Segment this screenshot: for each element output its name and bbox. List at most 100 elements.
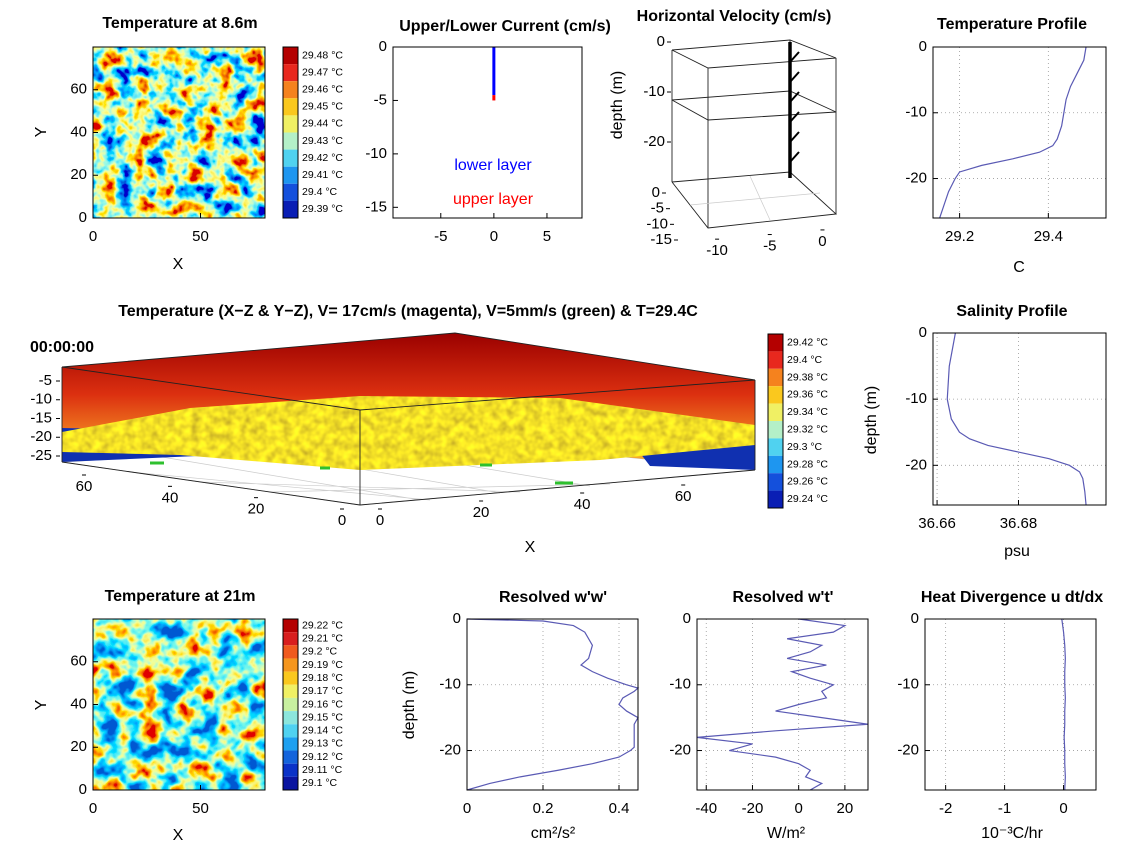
colorbar-label: 29.14 °C	[302, 725, 343, 737]
x-tick-label: 29.4	[1034, 228, 1063, 245]
timestamp: 00:00:00	[30, 339, 94, 356]
y-tick-label: -15	[365, 198, 387, 215]
x-tick-label: -10	[706, 242, 728, 259]
box-edge	[672, 172, 836, 228]
z-tick-label: -25	[30, 447, 52, 464]
colorbar-swatch	[283, 133, 298, 150]
colorbar-label: 29.46 °C	[302, 84, 343, 96]
y-tick-label: 60	[76, 478, 93, 495]
colorbar-label: 29.36 °C	[787, 389, 828, 401]
y-tick-label: 60	[70, 653, 87, 670]
colorbar-label: 29.16 °C	[302, 698, 343, 710]
y-tick-label: -10	[439, 676, 461, 693]
y-tick-label: 0	[911, 610, 919, 627]
colorbar-swatch	[283, 711, 298, 724]
x-tick-label: 0	[463, 800, 471, 817]
y-tick-label: -20	[669, 742, 691, 759]
x-tick-label: 5	[543, 228, 551, 245]
colorbar-swatch	[283, 98, 298, 115]
x-tick-label: 0.4	[609, 800, 630, 817]
colorbar-label: 29.19 °C	[302, 659, 343, 671]
plot-frame	[933, 47, 1106, 218]
series-label: upper layer	[453, 191, 534, 208]
colorbar-label: 29.41 °C	[302, 169, 343, 181]
chart-title: Resolved w'w'	[499, 589, 607, 606]
z-tick-label: -5	[39, 372, 52, 389]
y-tick-label: 40	[70, 123, 87, 140]
y-tick-label: -5	[651, 200, 664, 217]
x-axis-label: psu	[1004, 543, 1030, 560]
x-tick-label: 0.2	[533, 800, 554, 817]
colorbar-label: 29.3 °C	[787, 441, 823, 453]
colorbar-swatch	[283, 47, 298, 64]
heatmap-image	[93, 47, 265, 218]
x-tick-label: 0	[1059, 800, 1067, 817]
x-tick-label: -20	[742, 800, 764, 817]
colorbar-label: 29.39 °C	[302, 203, 343, 215]
x-tick-label: 0	[89, 800, 97, 817]
figure: 050020406029.48 °C29.47 °C29.46 °C29.45 …	[0, 0, 1135, 846]
colorbar-swatch	[283, 64, 298, 81]
colorbar-swatch	[768, 386, 783, 403]
series-line	[940, 47, 1086, 218]
x-tick-label: -5	[763, 238, 776, 255]
x-axis-label: X	[173, 256, 184, 273]
temperature-block	[62, 333, 755, 505]
x-axis-label: cm²/s²	[531, 825, 576, 842]
y-tick-label: 0	[652, 184, 660, 201]
x-tick-label: 0	[89, 228, 97, 245]
y-tick-label: 0	[338, 512, 346, 529]
chart-title: Temperature (X−Z & Y−Z), V= 17cm/s (mage…	[118, 303, 698, 320]
colorbar-label: 29.43 °C	[302, 135, 343, 147]
colorbar-label: 29.38 °C	[787, 371, 828, 383]
colorbar-swatch	[283, 201, 298, 218]
colorbar-swatch	[768, 491, 783, 508]
colorbar-swatch	[768, 421, 783, 438]
colorbar-label: 29.18 °C	[302, 672, 343, 684]
colorbar-label: 29.4 °C	[302, 186, 338, 198]
floor-grid	[690, 193, 820, 205]
x-tick-label: -1	[998, 800, 1011, 817]
x-tick-label: 20	[837, 800, 854, 817]
y-tick-label: 0	[79, 781, 87, 798]
y-tick-label: 60	[70, 81, 87, 98]
chart-title: Upper/Lower Current (cm/s)	[399, 18, 611, 35]
colorbar-swatch	[283, 619, 298, 632]
x-tick-label: 29.2	[945, 228, 974, 245]
x-tick-label: -40	[695, 800, 717, 817]
colorbar-label: 29.44 °C	[302, 118, 343, 130]
colorbar-swatch	[768, 404, 783, 421]
colorbar-label: 29.28 °C	[787, 458, 828, 470]
colorbar-label: 29.45 °C	[302, 101, 343, 113]
y-tick-label: -10	[669, 676, 691, 693]
colorbar-label: 29.1 °C	[302, 777, 338, 789]
heatmap-image	[93, 619, 265, 790]
series-line	[467, 619, 638, 790]
colorbar-label: 29.24 °C	[787, 493, 828, 505]
x-axis-label: W/m²	[767, 825, 806, 842]
colorbar-swatch	[768, 456, 783, 473]
chart-title: Temperature at 8.6m	[102, 15, 257, 32]
x-tick-label: 0	[795, 800, 803, 817]
colorbar-swatch	[283, 115, 298, 132]
y-axis-label: Y	[33, 699, 50, 710]
series-line	[1062, 619, 1066, 790]
page: 050020406029.48 °C29.47 °C29.46 °C29.45 …	[0, 0, 1135, 846]
x-tick-label: 36.68	[1000, 515, 1038, 532]
velocity-box	[672, 40, 836, 228]
colorbar-swatch	[283, 751, 298, 764]
x-tick-label: 50	[192, 800, 209, 817]
chart-title: Salinity Profile	[956, 303, 1067, 320]
y-tick-label: 0	[453, 610, 461, 627]
colorbar-swatch	[283, 645, 298, 658]
y-tick-label: 0	[379, 38, 387, 55]
y-axis-label: depth (m)	[401, 671, 418, 739]
x-tick-label: 40	[574, 496, 591, 513]
colorbar-swatch	[768, 334, 783, 351]
y-tick-label: 20	[70, 738, 87, 755]
x-axis-label: 10⁻³C/hr	[981, 825, 1043, 842]
y-tick-label: -10	[646, 215, 668, 232]
z-tick-label: -10	[643, 83, 665, 100]
colorbar-swatch	[283, 167, 298, 184]
colorbar-swatch	[283, 658, 298, 671]
